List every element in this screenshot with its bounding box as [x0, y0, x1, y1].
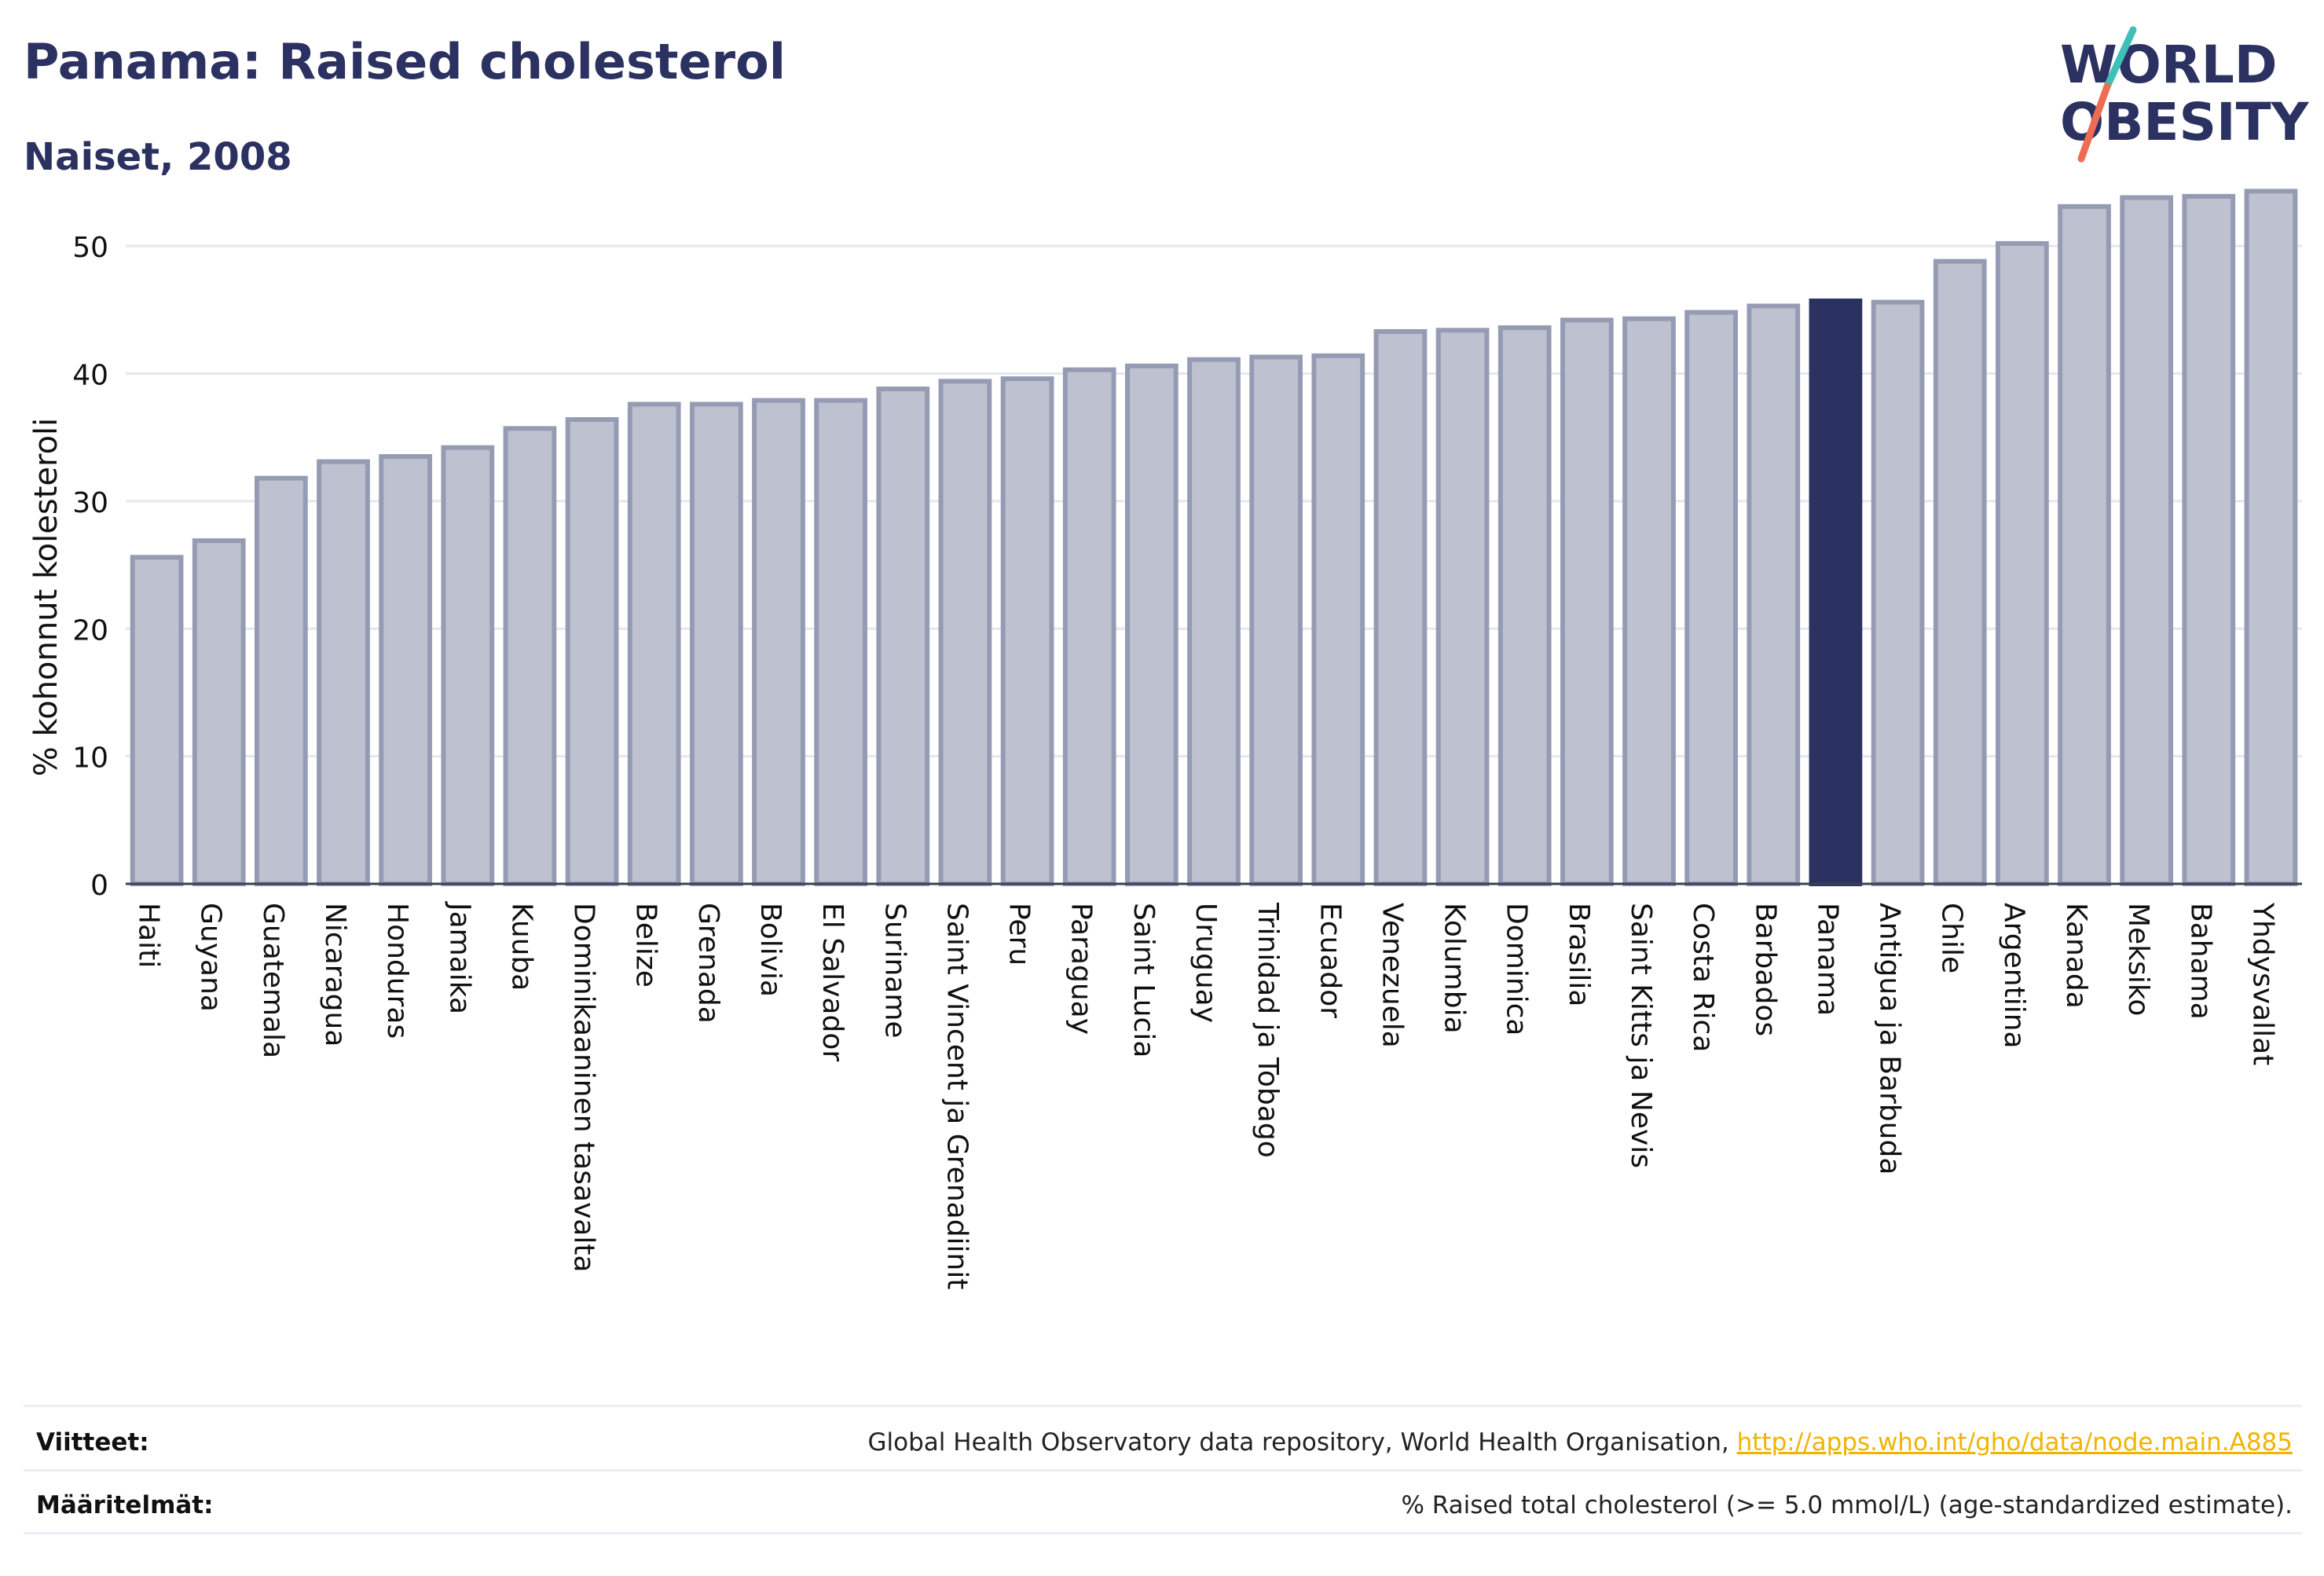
x-tick-label: Ecuador — [1314, 903, 1346, 1018]
x-tick-label: Peru — [1003, 903, 1036, 966]
x-tick-label: Paraguay — [1065, 903, 1098, 1035]
bar-saint-kitts-ja-nevis[interactable] — [1622, 316, 1676, 887]
y-tick-label: 10 — [72, 742, 108, 775]
x-tick-label: Yhdysvallat — [2246, 902, 2278, 1065]
y-tick-label: 20 — [72, 614, 108, 647]
y-tick-label: 0 — [90, 870, 108, 902]
x-tick-label: Brasilia — [1563, 903, 1595, 1006]
x-tick-label: Kanada — [2060, 903, 2092, 1009]
bar-bolivia[interactable] — [752, 398, 805, 886]
x-tick-label: Costa Rica — [1687, 903, 1719, 1052]
x-tick-label: El Salvador — [816, 903, 849, 1061]
x-tick-label: Suriname — [878, 903, 911, 1039]
x-tick-label: Bolivia — [754, 903, 786, 997]
x-tick-label: Uruguay — [1189, 903, 1222, 1023]
x-tick-label: Argentiina — [1998, 903, 2030, 1049]
x-tick-label: Dominikaaninen tasavalta — [568, 903, 600, 1273]
x-tick-label: Trinidad ja Tobago — [1252, 902, 1284, 1158]
bar-dominikaaninen-tasavalta[interactable] — [565, 416, 619, 886]
bar-jamaika[interactable] — [441, 445, 495, 886]
bar-nicaragua[interactable] — [317, 459, 370, 886]
x-tick-label: Grenada — [692, 903, 724, 1024]
footer-divider-top — [24, 1405, 2302, 1407]
x-tick-label: Antigua ja Barbuda — [1874, 903, 1906, 1175]
bar-peru[interactable] — [1000, 376, 1054, 887]
bar-chart: 0 10 20 30 40 50 Haiti Guyana Guatemala Nicaragua… — [28, 189, 2302, 1290]
bars — [130, 189, 2298, 887]
bar-kanada[interactable] — [2058, 203, 2111, 886]
bar-haiti[interactable] — [130, 555, 184, 887]
x-tick-label: Barbados — [1749, 903, 1781, 1036]
bar-grenada[interactable] — [689, 401, 743, 886]
bar-ecuador[interactable] — [1311, 353, 1365, 886]
bar-argentiina[interactable] — [1995, 240, 2049, 886]
bar-saint-vincent-ja-grenadiinit[interactable] — [938, 379, 992, 886]
x-tick-label: Saint Vincent ja Grenadiinit — [940, 903, 973, 1290]
bar-el-salvador[interactable] — [814, 398, 868, 886]
x-tick-label: Dominica — [1501, 903, 1533, 1036]
x-tick-label: Guyana — [195, 903, 227, 1012]
bar-meksiko[interactable] — [2120, 195, 2174, 886]
bar-guatemala[interactable] — [254, 475, 308, 886]
references-source: Global Health Observatory data repositor… — [867, 1428, 1737, 1457]
bar-guyana[interactable] — [192, 538, 246, 886]
x-tick-label: Jamaika — [443, 901, 475, 1014]
y-axis-label: % kohonnut kolesteroli — [28, 418, 64, 777]
x-tick-label: Bahama — [2184, 903, 2216, 1020]
x-tick-label: Belize — [630, 903, 662, 988]
world-obesity-logo: WORLD OBESITY — [2060, 26, 2310, 163]
bar-dominica[interactable] — [1497, 325, 1552, 886]
bar-honduras[interactable] — [379, 454, 433, 886]
x-tick-label: Haiti — [133, 903, 165, 968]
bar-uruguay[interactable] — [1187, 357, 1241, 887]
x-tick-label: Honduras — [381, 903, 413, 1039]
x-tick-label: Kolumbia — [1439, 903, 1471, 1034]
x-tick-label: Kuuba — [505, 903, 537, 991]
footer-divider-bottom — [24, 1532, 2302, 1534]
x-tick-label: Nicaragua — [319, 903, 351, 1046]
x-tick-label: Saint Lucia — [1127, 903, 1160, 1057]
bar-kuuba[interactable] — [503, 426, 557, 886]
y-tick-label: 40 — [72, 360, 108, 392]
y-tick-label: 30 — [72, 487, 108, 519]
bar-saint-lucia[interactable] — [1124, 363, 1178, 886]
x-tick-label: Guatemala — [257, 903, 289, 1058]
bar-trinidad-ja-tobago[interactable] — [1249, 354, 1303, 886]
bar-kolumbia[interactable] — [1435, 328, 1490, 887]
axes: 0 10 20 30 40 50 Haiti Guyana Guatemala Nicaragua… — [72, 232, 2302, 1290]
bar-suriname[interactable] — [876, 387, 930, 886]
bar-yhdysvallat[interactable] — [2244, 189, 2298, 886]
x-tick-label: Panama — [1811, 903, 1843, 1016]
footer-divider-middle — [24, 1469, 2302, 1472]
references-text: Global Health Observatory data repositor… — [868, 1428, 2293, 1457]
definitions-label: Määritelmät: — [36, 1491, 214, 1519]
x-tick-label: Saint Kitts ja Nevis — [1625, 903, 1657, 1168]
references-link[interactable]: http://apps.who.int/gho/data/node.main.A… — [1736, 1428, 2293, 1457]
bar-bahama[interactable] — [2182, 193, 2236, 887]
page-title: Panama: Raised cholesterol — [24, 33, 786, 90]
bar-paraguay[interactable] — [1062, 367, 1116, 886]
page-subtitle: Naiset, 2008 — [24, 135, 292, 179]
bar-venezuela[interactable] — [1373, 328, 1428, 886]
x-tick-label: Meksiko — [2122, 903, 2154, 1016]
references-label: Viitteet: — [36, 1428, 149, 1457]
bar-belize[interactable] — [627, 401, 681, 886]
bar-brasilia[interactable] — [1560, 317, 1614, 886]
bar-costa-rica[interactable] — [1684, 310, 1739, 886]
y-tick-label: 50 — [72, 232, 108, 264]
definitions-text: % Raised total cholesterol (>= 5.0 mmol/… — [1401, 1491, 2293, 1519]
bar-panama[interactable] — [1809, 298, 1863, 886]
bar-antigua-ja-barbuda[interactable] — [1871, 299, 1925, 886]
x-tick-label: Venezuela — [1376, 903, 1408, 1048]
bar-barbados[interactable] — [1747, 303, 1801, 886]
bar-chile[interactable] — [1933, 258, 1987, 886]
x-tick-label: Chile — [1936, 903, 1968, 973]
logo-line1: WORLD — [2060, 35, 2278, 95]
